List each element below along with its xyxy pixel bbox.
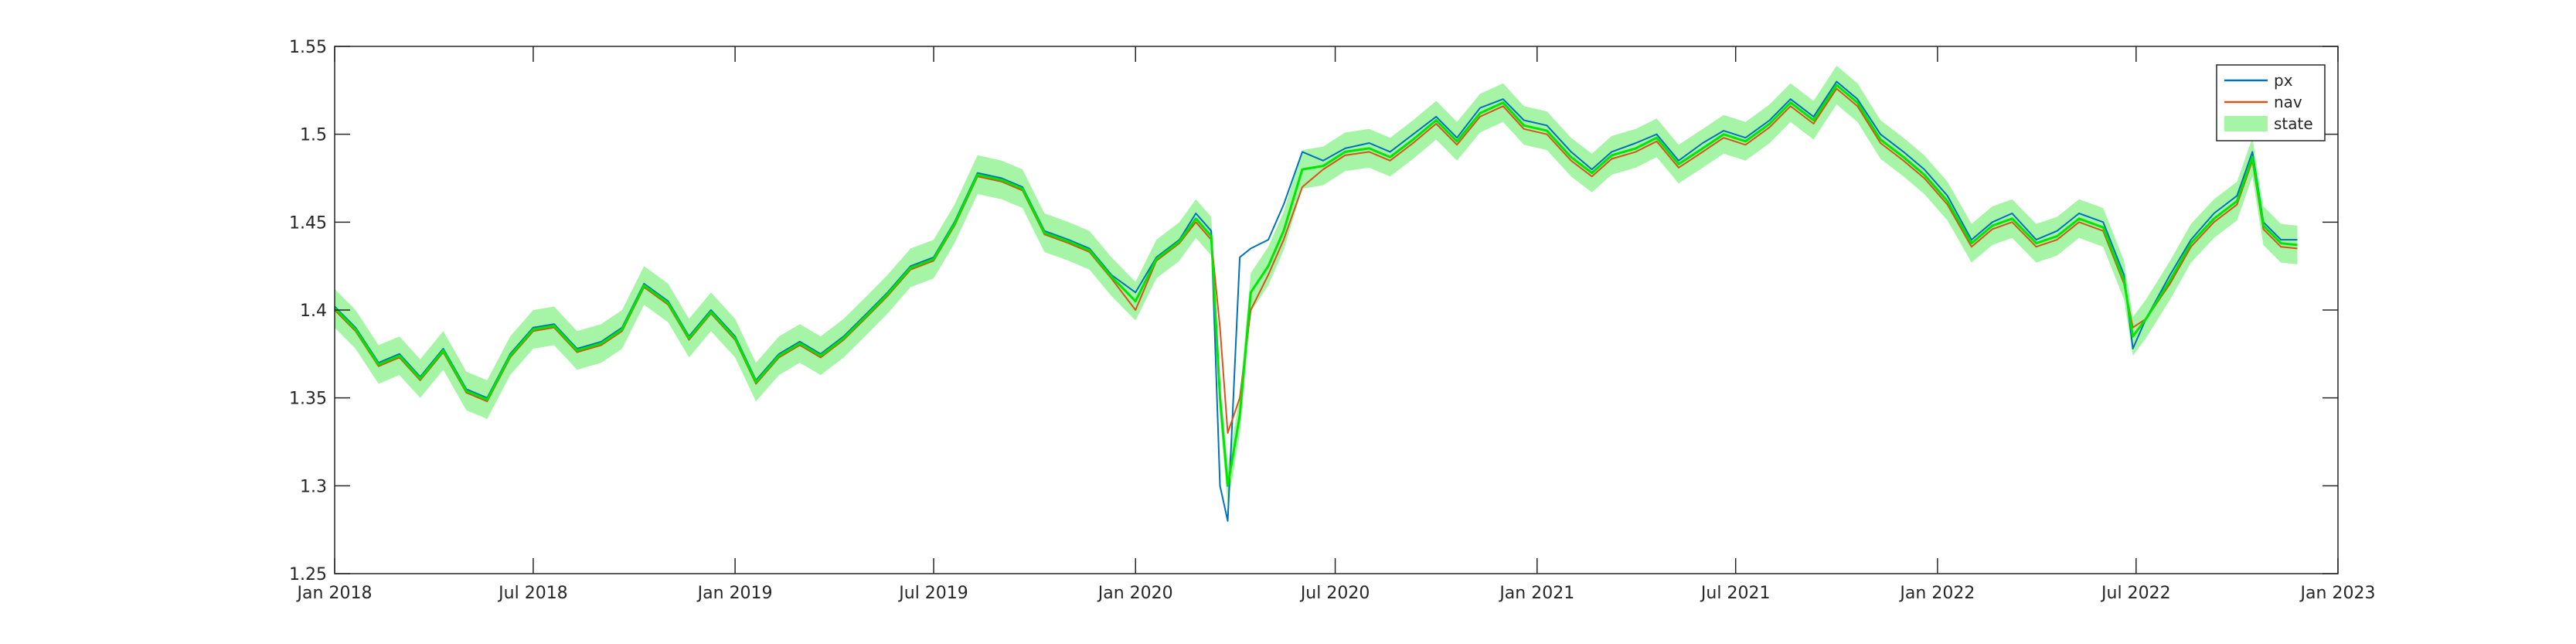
y-tick-label: 1.5 — [300, 126, 327, 145]
y-tick-label: 1.55 — [289, 38, 327, 57]
y-tick-label: 1.35 — [289, 390, 327, 409]
axes-layer: 1.25 1.3 1.35 1.4 1.45 1.5 1.55 Jan 2018 Jul 201… — [289, 38, 2375, 603]
legend: px nav state — [2216, 64, 2326, 141]
legend-swatch-state — [2224, 116, 2268, 131]
x-tick-label: Jul 2022 — [2100, 584, 2171, 603]
x-tick-label: Jul 2018 — [497, 584, 568, 603]
x-tick-label: Jan 2021 — [1498, 584, 1574, 603]
y-tick-label: 1.45 — [289, 213, 327, 233]
x-tick-label: Jul 2021 — [1700, 584, 1771, 603]
y-tick-label: 1.25 — [289, 565, 327, 584]
series-line-state — [333, 83, 2298, 487]
legend-label-nav: nav — [2274, 93, 2302, 111]
y-tick-label: 1.4 — [300, 302, 327, 321]
x-tick-label: Jan 2022 — [1898, 584, 1975, 603]
legend-label-px: px — [2274, 71, 2293, 90]
y-tick-label: 1.3 — [300, 477, 327, 496]
x-tick-label: Jul 2019 — [897, 584, 968, 603]
x-tick-label: Jul 2020 — [1299, 584, 1370, 603]
x-tick-label: Jan 2023 — [2299, 584, 2376, 603]
series-layer — [333, 80, 2298, 522]
state-band-layer — [335, 66, 2298, 506]
x-tick-label: Jan 2019 — [696, 584, 773, 603]
legend-label-state: state — [2274, 114, 2313, 133]
x-tick-label: Jan 2020 — [1097, 584, 1173, 603]
state-confidence-band — [335, 66, 2298, 506]
x-tick-label: Jan 2018 — [296, 584, 373, 603]
